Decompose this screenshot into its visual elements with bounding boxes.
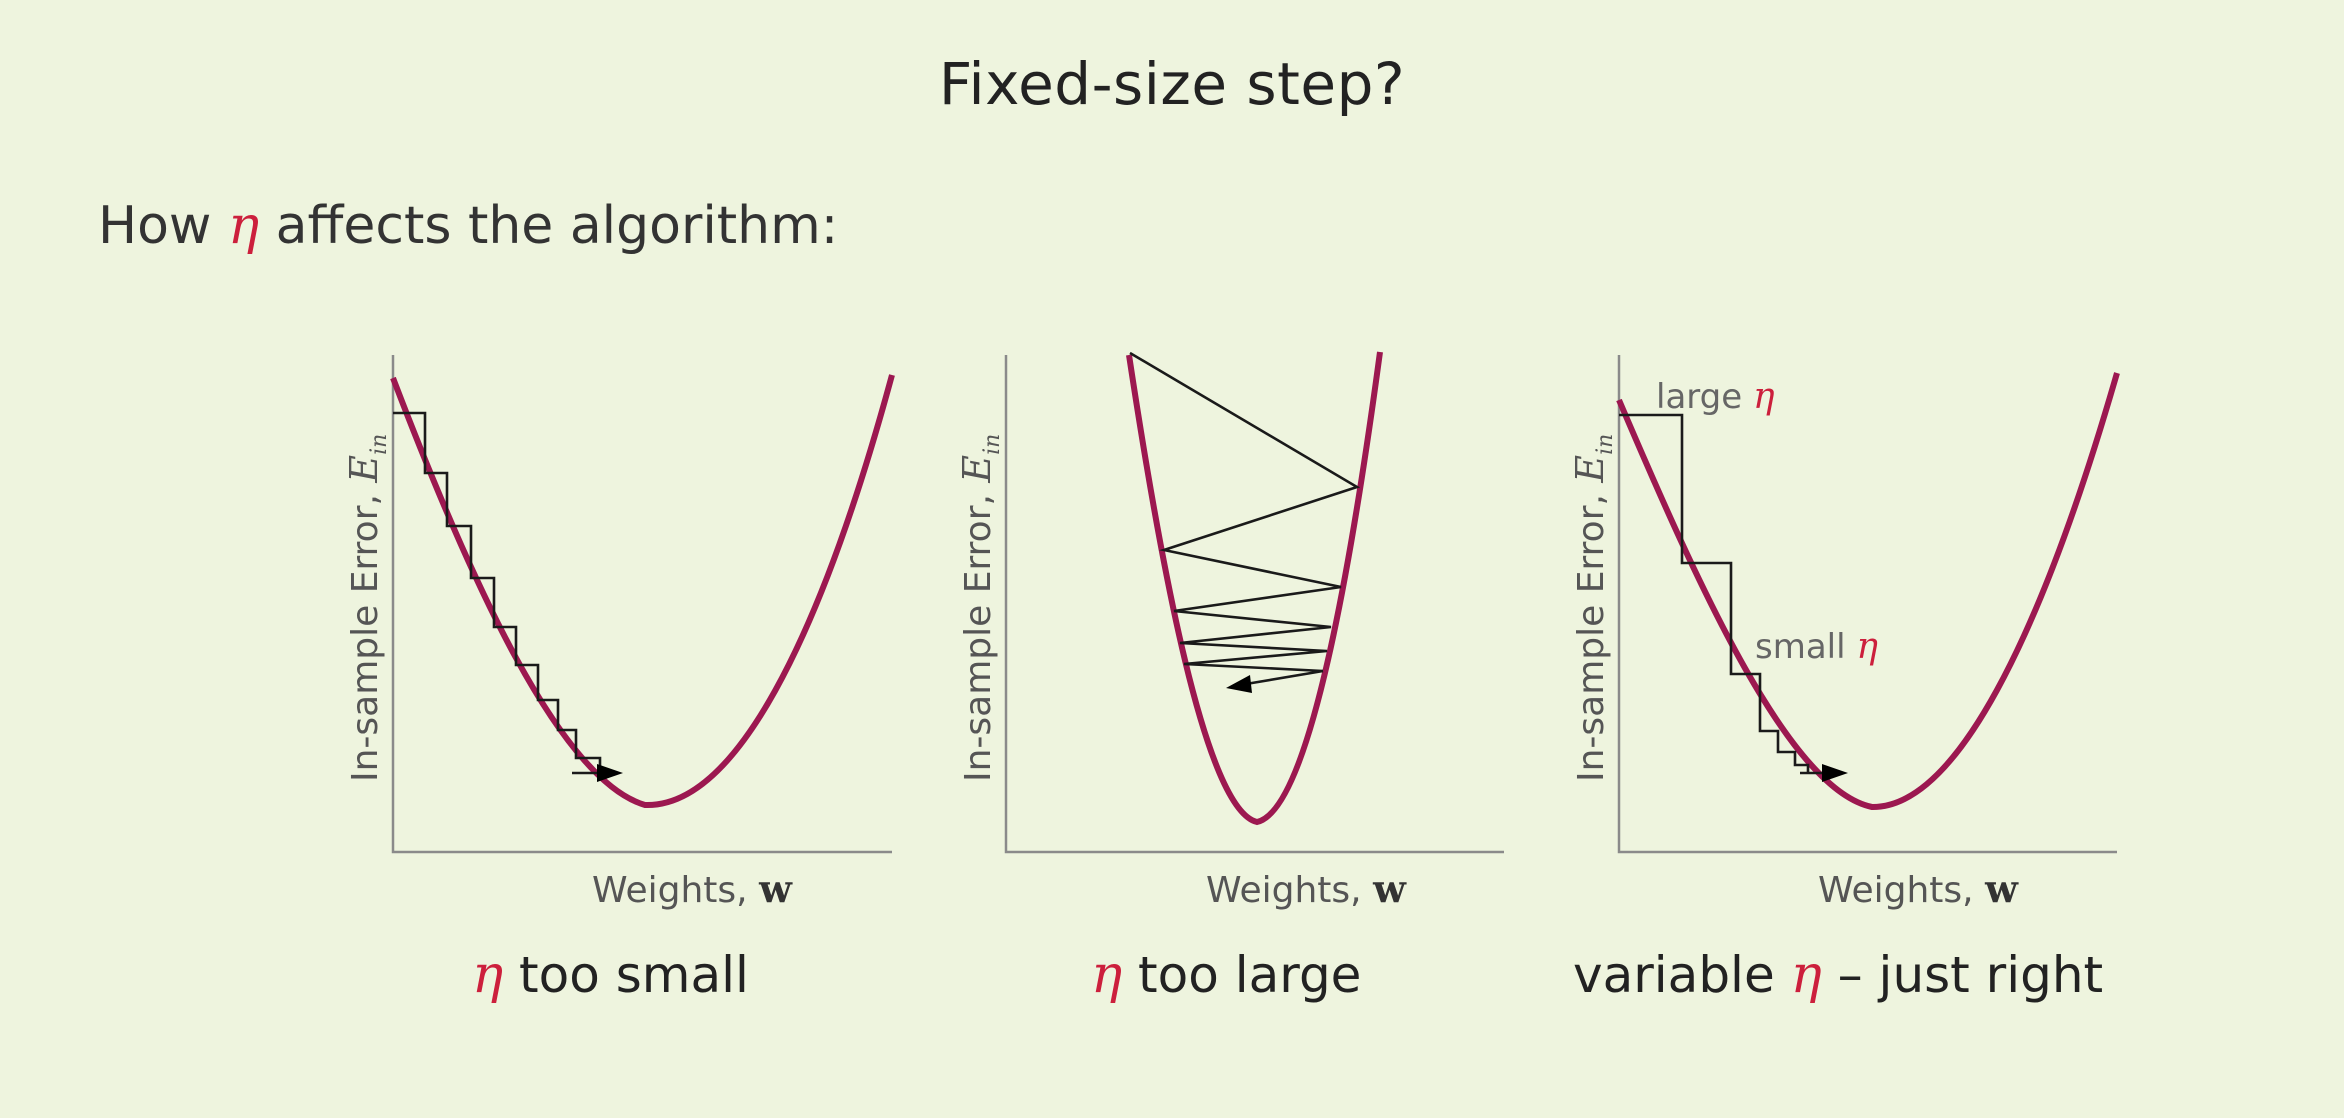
slide-title: Fixed-size step?	[938, 50, 1406, 118]
y-axis-label-text: In-sample Error,	[1571, 483, 1612, 782]
x-axis-symbol: w	[1984, 866, 2019, 911]
large-step-label-text: large	[1656, 377, 1753, 417]
y-axis-symbol: E	[342, 455, 386, 484]
large-step-eta-symbol: η	[1753, 376, 1775, 417]
axes	[1617, 355, 2117, 854]
caption-eta-symbol: η	[472, 945, 503, 1005]
caption-eta-symbol: η	[1091, 945, 1122, 1005]
intro-text-after: affects the algorithm:	[259, 196, 839, 256]
caption-text-before: variable	[1573, 946, 1791, 1004]
panel-small-step: In-sample Error, Ein Weights, w η too sm…	[342, 355, 895, 1005]
x-axis-label-text: Weights,	[1206, 870, 1373, 911]
axes	[391, 355, 892, 854]
descent-path	[393, 411, 602, 772]
panel-variable-step: large η small η In-sample Error, Ein Wei…	[1568, 355, 2120, 1005]
y-axis-label-text: In-sample Error,	[345, 483, 386, 782]
eta-symbol: η	[227, 196, 260, 256]
x-axis-symbol: w	[1372, 866, 1407, 911]
small-step-label: small η	[1755, 626, 1878, 667]
x-axis-label: Weights, w	[1818, 866, 2019, 911]
y-axis-subscript: in	[367, 434, 392, 455]
error-curve	[1616, 372, 2120, 811]
caption-text-after: too large	[1122, 946, 1361, 1004]
caption-eta-symbol: η	[1791, 945, 1822, 1005]
y-axis-subscript: in	[980, 434, 1005, 455]
small-step-label-text: small	[1755, 627, 1856, 667]
panel-caption: η too small	[472, 945, 749, 1005]
small-step-eta-symbol: η	[1856, 626, 1878, 667]
x-axis-symbol: w	[758, 866, 793, 911]
descent-path	[1129, 351, 1361, 673]
x-axis-label-text: Weights,	[592, 870, 759, 911]
caption-text-after: – just right	[1822, 946, 2103, 1004]
x-axis-label: Weights, w	[592, 866, 793, 911]
y-axis-symbol: E	[955, 455, 999, 484]
large-step-label: large η	[1656, 376, 1775, 417]
descent-arrow-head	[1822, 764, 1848, 782]
axes	[1004, 355, 1504, 854]
svg-text:In-sample Error, Ein: In-sample Error, Ein	[1568, 434, 1618, 782]
descent-arrow-head	[597, 764, 623, 782]
panel-caption: variable η – just right	[1573, 945, 2103, 1005]
x-axis-label-text: Weights,	[1818, 870, 1985, 911]
y-axis-label: In-sample Error, Ein	[955, 434, 1005, 782]
y-axis-subscript: in	[1593, 434, 1618, 455]
caption-text-after: too small	[503, 946, 749, 1004]
x-axis-label: Weights, w	[1206, 866, 1407, 911]
descent-arrow-shaft	[1245, 669, 1324, 686]
intro-text-before: How	[98, 196, 228, 256]
panel-caption: η too large	[1091, 945, 1361, 1005]
y-axis-label: In-sample Error, Ein	[342, 434, 392, 782]
svg-text:In-sample Error, Ein: In-sample Error, Ein	[342, 434, 392, 782]
svg-text:In-sample Error, Ein: In-sample Error, Ein	[955, 434, 1005, 782]
intro-line: How η affects the algorithm:	[98, 196, 838, 256]
error-curve	[390, 374, 895, 809]
y-axis-symbol: E	[1568, 455, 1612, 484]
y-axis-label-text: In-sample Error,	[958, 483, 999, 782]
error-curve	[1126, 351, 1383, 826]
descent-arrow-head	[1226, 675, 1252, 693]
panel-large-step: In-sample Error, Ein Weights, w η too la…	[955, 351, 1504, 1005]
y-axis-label: In-sample Error, Ein	[1568, 434, 1618, 782]
descent-path	[1619, 413, 1810, 773]
